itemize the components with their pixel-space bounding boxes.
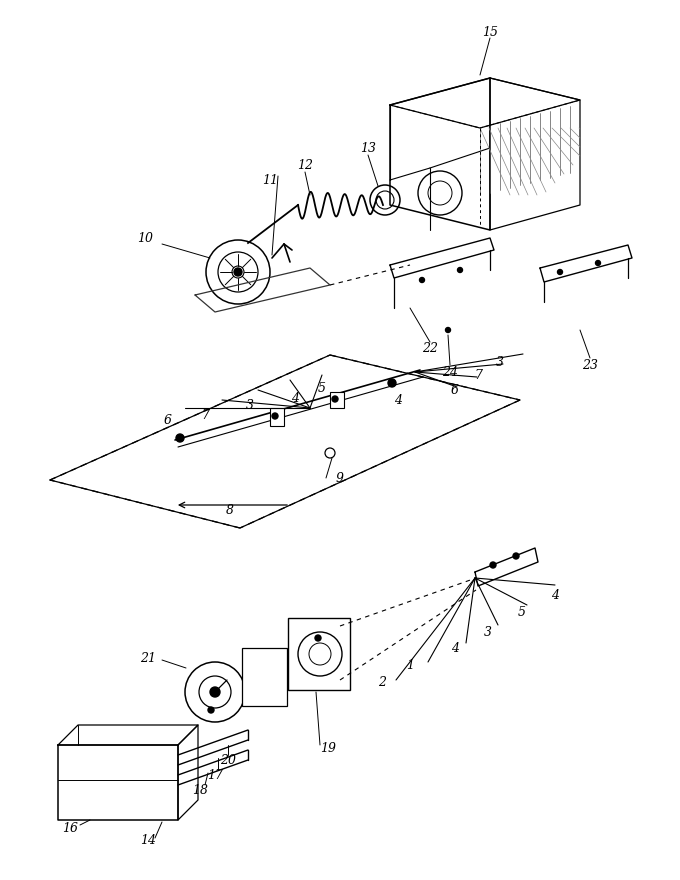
Text: 18: 18 [192,783,208,796]
Circle shape [208,707,214,713]
Circle shape [332,396,338,402]
Text: 7: 7 [201,408,209,422]
Text: 10: 10 [137,231,153,245]
Text: 2: 2 [378,676,386,688]
Text: 3: 3 [246,399,254,412]
Text: 24: 24 [442,365,458,378]
Text: 3: 3 [484,626,492,639]
Text: 19: 19 [320,742,336,754]
Bar [330,392,344,408]
Text: 14: 14 [140,833,156,847]
Text: 9: 9 [336,472,344,485]
Circle shape [388,379,396,387]
Text: 5: 5 [518,605,526,619]
Text: 4: 4 [394,393,402,407]
Text: 4: 4 [551,589,559,602]
Text: 4: 4 [451,642,459,655]
Text: 3: 3 [496,356,504,369]
Text: 22: 22 [422,341,438,355]
Bar [270,408,284,426]
Text: 12: 12 [297,158,313,172]
Circle shape [234,268,242,276]
Text: 21: 21 [140,651,156,664]
Text: 6: 6 [164,414,172,427]
Text: 17: 17 [207,768,223,781]
Circle shape [558,269,562,275]
Text: 5: 5 [318,382,326,394]
Circle shape [210,687,220,697]
Text: 1: 1 [406,658,414,671]
Text: 20: 20 [220,753,236,766]
Text: 7: 7 [474,369,482,382]
Circle shape [420,277,424,282]
Bar [242,648,287,706]
Circle shape [445,327,450,333]
Circle shape [513,553,519,559]
Circle shape [458,268,462,273]
Text: 11: 11 [262,173,278,187]
Circle shape [272,413,278,419]
Text: 13: 13 [360,142,376,155]
Text: 8: 8 [226,503,234,517]
Text: 4: 4 [291,392,299,405]
Text: 16: 16 [62,822,78,834]
Bar [288,618,350,690]
Text: 6: 6 [451,384,459,397]
Circle shape [315,635,321,641]
Circle shape [176,434,184,442]
Circle shape [596,260,600,266]
Text: 15: 15 [482,26,498,39]
Text: 23: 23 [582,358,598,371]
Circle shape [490,562,496,568]
